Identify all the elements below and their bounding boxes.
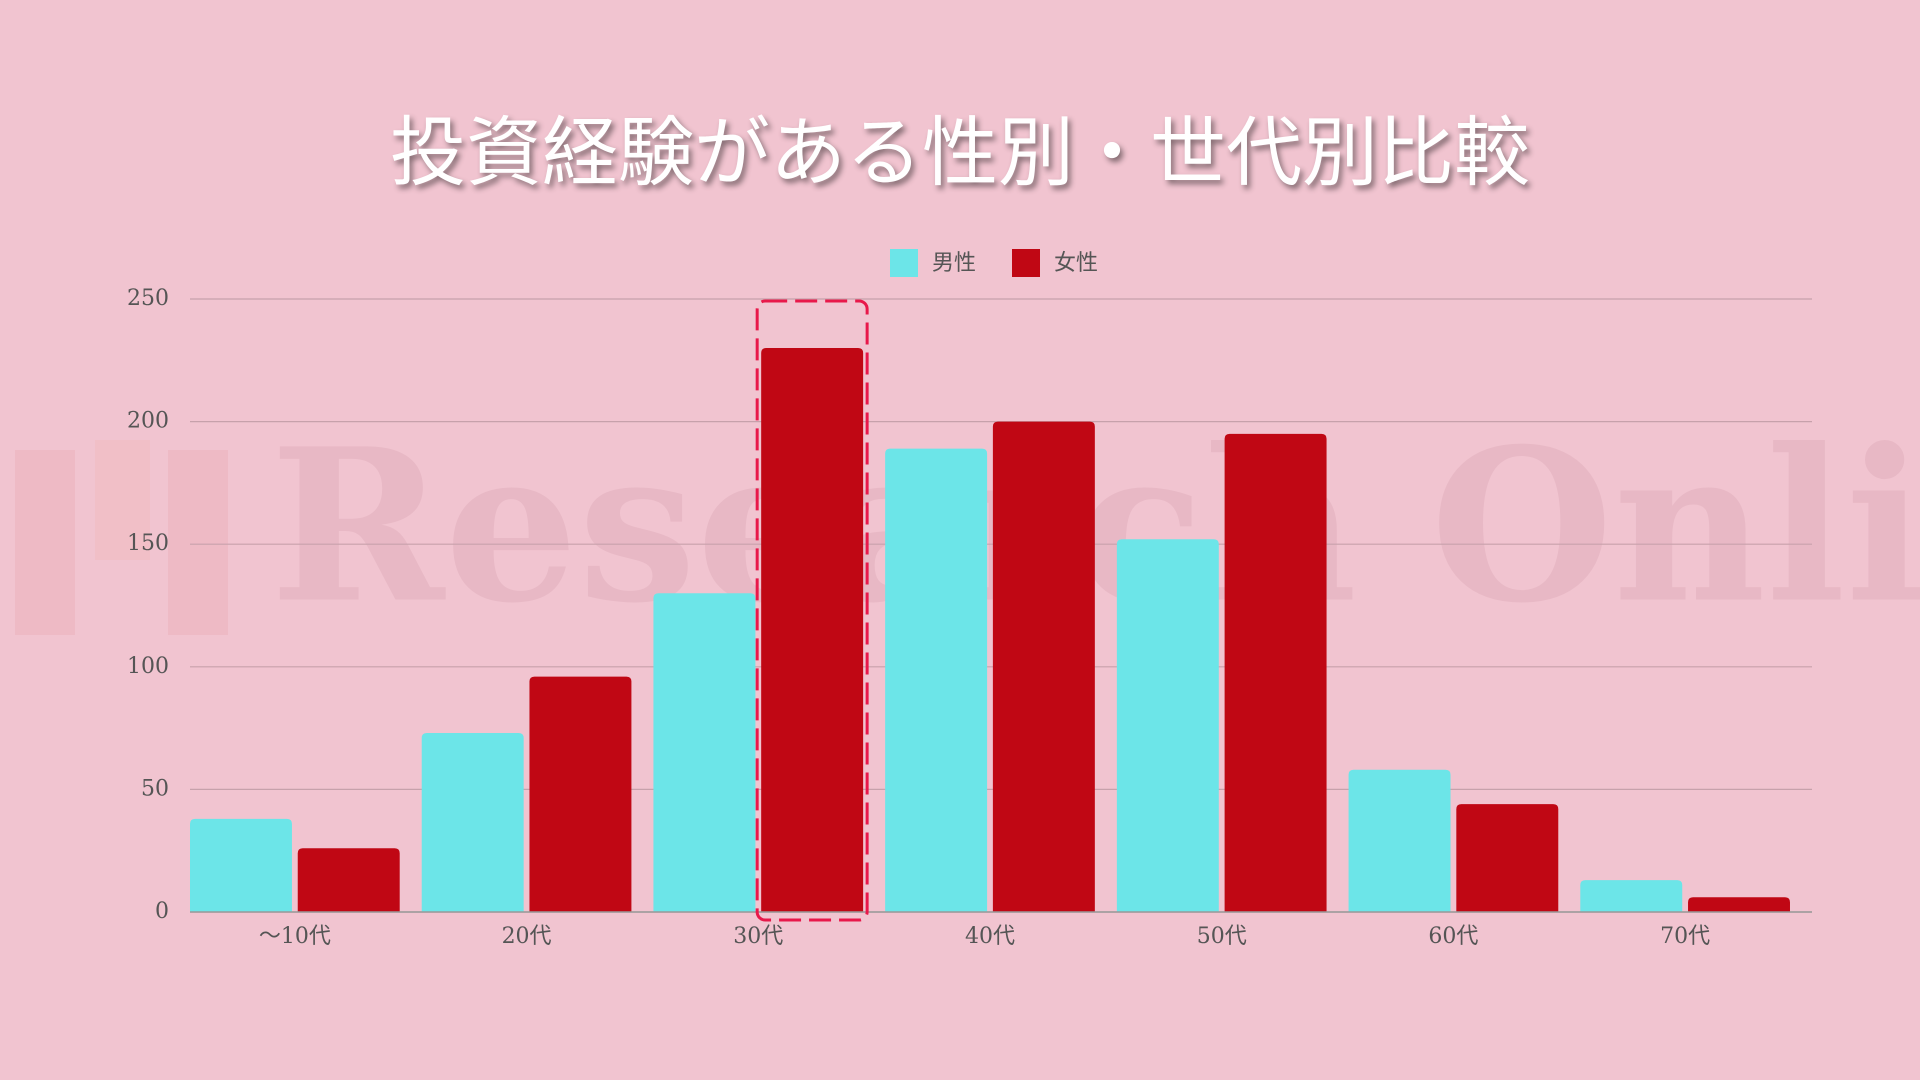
chart-title: 投資経験がある性別・世代別比較 bbox=[390, 108, 1530, 197]
logo-block bbox=[15, 450, 75, 635]
bar bbox=[1348, 769, 1451, 912]
x-tick-label: 20代 bbox=[502, 924, 552, 949]
bar bbox=[297, 848, 400, 912]
x-tick-label: ～10代 bbox=[259, 924, 331, 949]
bar bbox=[1456, 804, 1559, 912]
y-tick-label: 0 bbox=[155, 899, 169, 924]
bar bbox=[653, 593, 756, 912]
x-tick-label: 50代 bbox=[1197, 924, 1247, 949]
x-tick-label: 70代 bbox=[1660, 924, 1710, 949]
bar bbox=[421, 733, 524, 912]
y-tick-label: 150 bbox=[127, 531, 169, 556]
watermark: Research Online bbox=[270, 403, 1920, 650]
bar bbox=[529, 676, 632, 912]
legend-label: 男性 bbox=[932, 251, 976, 276]
y-tick-label: 250 bbox=[127, 286, 169, 311]
bar bbox=[761, 348, 864, 912]
highlight-box bbox=[755, 299, 869, 922]
x-tick-label: 30代 bbox=[733, 924, 783, 949]
bar bbox=[1580, 880, 1683, 912]
bar bbox=[992, 421, 1095, 912]
x-tick-label: 40代 bbox=[965, 924, 1015, 949]
bar bbox=[885, 448, 988, 912]
legend-label: 女性 bbox=[1054, 251, 1098, 276]
bar bbox=[190, 818, 292, 912]
bar bbox=[1688, 897, 1790, 912]
legend-swatch bbox=[1012, 249, 1040, 277]
legend-swatch bbox=[890, 249, 918, 277]
y-tick-label: 200 bbox=[127, 409, 169, 434]
y-tick-label: 50 bbox=[141, 776, 169, 801]
y-tick-label: 100 bbox=[127, 654, 169, 679]
logo-block bbox=[168, 450, 228, 635]
bar bbox=[1116, 539, 1219, 912]
x-tick-label: 60代 bbox=[1428, 924, 1478, 949]
bar bbox=[1224, 433, 1327, 912]
logo-block bbox=[95, 440, 150, 560]
